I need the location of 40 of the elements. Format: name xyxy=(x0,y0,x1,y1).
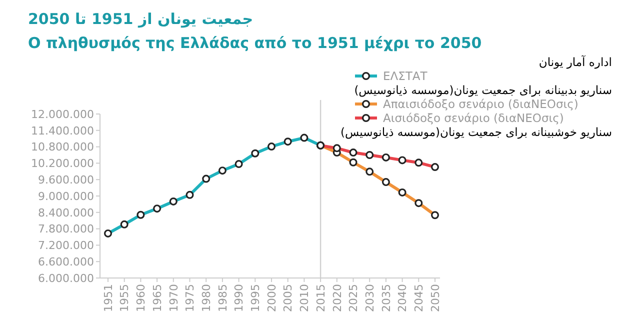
y-tick-label: 6.000.000 xyxy=(38,272,94,285)
x-tick-label: 2035 xyxy=(380,284,393,312)
x-tick-label: 2030 xyxy=(363,284,376,312)
annotation: سناریو خوشبینانه برای جمعیت یونان(موسسه ذیانوسیس) xyxy=(340,125,612,140)
text: اداره آمار یونان xyxy=(538,55,612,70)
y-tick-label: 9.000.000 xyxy=(38,190,94,203)
y-tick-label: 10.200.000 xyxy=(31,157,94,170)
x-tick-label: 1955 xyxy=(118,284,132,312)
x-tick-label: 2005 xyxy=(282,284,295,312)
y-tick-label: 10.800.000 xyxy=(31,140,94,154)
y-tick-label: 6.600.000 xyxy=(38,255,94,268)
y-tick-label: 12.000.000 xyxy=(31,108,94,121)
x-tick-label: 1960 xyxy=(134,284,148,312)
x-tick-label: 2010 xyxy=(298,284,312,312)
chart-subtitle: Ο πληθυσμός της Ελλάδας από το 1951 μέχρι το 2050 xyxy=(28,34,482,52)
x-tick-label: 1990 xyxy=(232,284,246,312)
y-tick-label: 7.200.000 xyxy=(38,239,94,252)
x-tick-label: 2045 xyxy=(412,284,426,312)
x-tick-label: 1965 xyxy=(150,284,164,312)
y-tick-label: 7.800.000 xyxy=(38,222,94,236)
legend-label: ΕΛΣΤΑΤ xyxy=(383,69,428,84)
x-tick-label: 1975 xyxy=(184,284,197,312)
x-tick-label: 1980 xyxy=(200,284,213,312)
x-tick-label: 1951 xyxy=(102,284,115,312)
x-tick-label: 2025 xyxy=(347,284,360,312)
legend-label: Απαισιόδοξο σενάριο (διαNEOσις) xyxy=(383,97,578,112)
x-tick-label: 2040 xyxy=(396,284,410,312)
x-tick-label: 2000 xyxy=(265,284,278,312)
legend-label: Αισιόδοξο σενάριο (διαNEOσις) xyxy=(383,111,564,126)
y-tick-label: 9.600.000 xyxy=(38,173,94,186)
x-tick-label: 1970 xyxy=(167,284,180,312)
chart-title: جمعیت یونان از 1951 تا 2050 xyxy=(28,10,254,28)
x-tick-label: 2050 xyxy=(428,284,442,312)
y-tick-label: 11.400.000 xyxy=(31,124,94,138)
x-tick-label: 1985 xyxy=(216,284,230,312)
x-tick-label: 2015 xyxy=(314,284,328,312)
x-tick-label: 2020 xyxy=(330,284,344,312)
x-tick-label: 1995 xyxy=(249,284,262,312)
text: سناریو بدبینانه برای جمعیت یونان(موسسه ذیانوسیس) xyxy=(354,83,612,98)
y-tick-label: 8.400.000 xyxy=(38,206,94,220)
